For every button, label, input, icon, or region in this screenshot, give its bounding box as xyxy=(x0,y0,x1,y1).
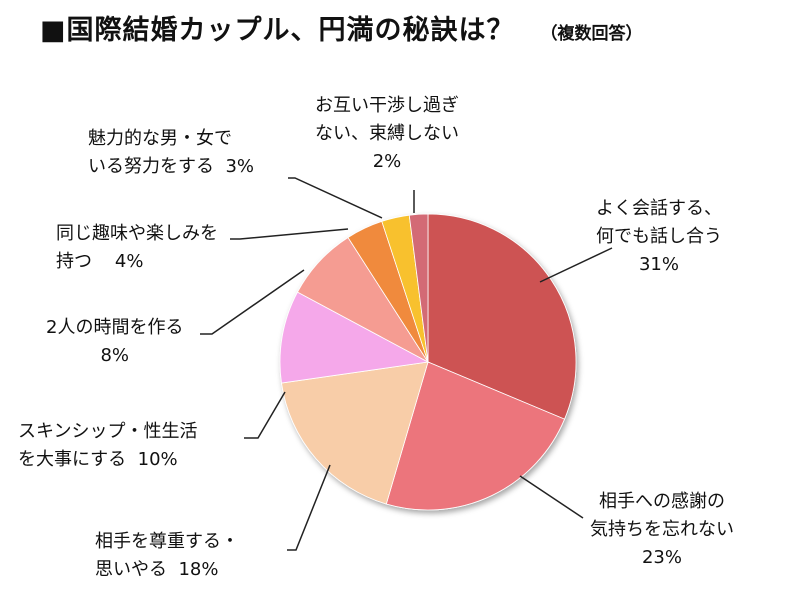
slice-label-6-line-2-text: いる努力をする xyxy=(88,155,214,177)
slice-label-0-line-1: よく会話する、 xyxy=(596,198,722,219)
slice-label-2-line-2: 思いやる 18% xyxy=(95,556,239,584)
leader-line-5 xyxy=(230,228,349,240)
slice-label-5-line-2-text: 持つ xyxy=(56,250,92,272)
slice-label-6: 魅力的な男・女で いる努力をする 3% xyxy=(88,125,254,181)
leader-lines xyxy=(200,177,613,551)
slice-label-3-pct: 10% xyxy=(137,448,178,470)
leader-line-3 xyxy=(244,391,286,439)
slice-label-1-pct: 23% xyxy=(641,546,682,568)
leader-line-0 xyxy=(539,247,613,283)
leader-line-1 xyxy=(519,475,584,519)
pie-slice-2 xyxy=(281,361,429,505)
chart-title: ■国際結婚カップル、円満の秘訣は？ （複数回答） xyxy=(40,8,800,47)
slice-label-3-line-2: を大事にする 10% xyxy=(18,446,197,474)
slice-label-2-line-1: 相手を尊重する・ xyxy=(95,531,239,552)
slice-label-1-line-2: 気持ちを忘れない xyxy=(590,518,734,540)
slice-label-1-line-1: 相手への感謝の xyxy=(599,491,725,512)
pie-slice-7 xyxy=(408,213,429,363)
slice-label-4-line-1: 2人の時間を作る xyxy=(46,317,184,338)
pie-slices xyxy=(279,213,577,511)
slice-label-2: 相手を尊重する・ 思いやる 18% xyxy=(95,528,239,584)
leader-line-2 xyxy=(287,464,331,551)
slice-label-7-line-2: ない、束縛しない xyxy=(315,122,459,144)
slice-label-5-line-2: 持つ 4% xyxy=(56,248,218,276)
slice-label-7-pct: 2% xyxy=(372,150,402,172)
slice-label-5-pct: 4% xyxy=(114,250,144,272)
slice-label-2-line-2-text: 思いやる xyxy=(95,558,167,580)
slice-label-3: スキンシップ・性生活 を大事にする 10% xyxy=(18,418,197,474)
slice-label-4-pct: 8% xyxy=(100,344,129,366)
slice-label-6-line-1: 魅力的な男・女で xyxy=(88,128,232,149)
slice-label-3-line-2-text: を大事にする xyxy=(18,448,127,470)
slice-label-0-line-2: 何でも話し合う xyxy=(596,225,722,247)
leader-line-4 xyxy=(200,269,305,335)
slice-label-2-pct: 18% xyxy=(178,558,219,580)
slice-label-4: 2人の時間を作る 8% xyxy=(46,314,183,370)
slice-label-7-line-1: お互い干渉し過ぎ xyxy=(315,95,459,116)
slice-label-0: よく会話する、 何でも話し合う 31% xyxy=(596,195,722,279)
slice-label-3-line-1: スキンシップ・性生活 xyxy=(18,421,198,442)
leader-line-6 xyxy=(288,177,383,219)
pie-slice-3 xyxy=(279,291,430,384)
slice-label-0-pct: 31% xyxy=(638,253,679,275)
slice-label-5: 同じ趣味や楽しみを 持つ 4% xyxy=(56,220,218,276)
pie-slice-1 xyxy=(385,361,566,511)
slice-label-6-pct: 3% xyxy=(225,155,255,177)
slice-label-1: 相手への感謝の 気持ちを忘れない 23% xyxy=(590,488,734,572)
slice-label-5-line-1: 同じ趣味や楽しみを xyxy=(56,223,218,244)
title-text: ■国際結婚カップル、円満の秘訣は？ xyxy=(40,15,515,46)
slice-label-7: お互い干渉し過ぎ ない、束縛しない 2% xyxy=(315,92,459,176)
pie-slice-0 xyxy=(427,213,577,420)
chart-subtitle: （複数回答） xyxy=(540,24,643,44)
slice-label-6-line-2: いる努力をする 3% xyxy=(88,153,254,181)
